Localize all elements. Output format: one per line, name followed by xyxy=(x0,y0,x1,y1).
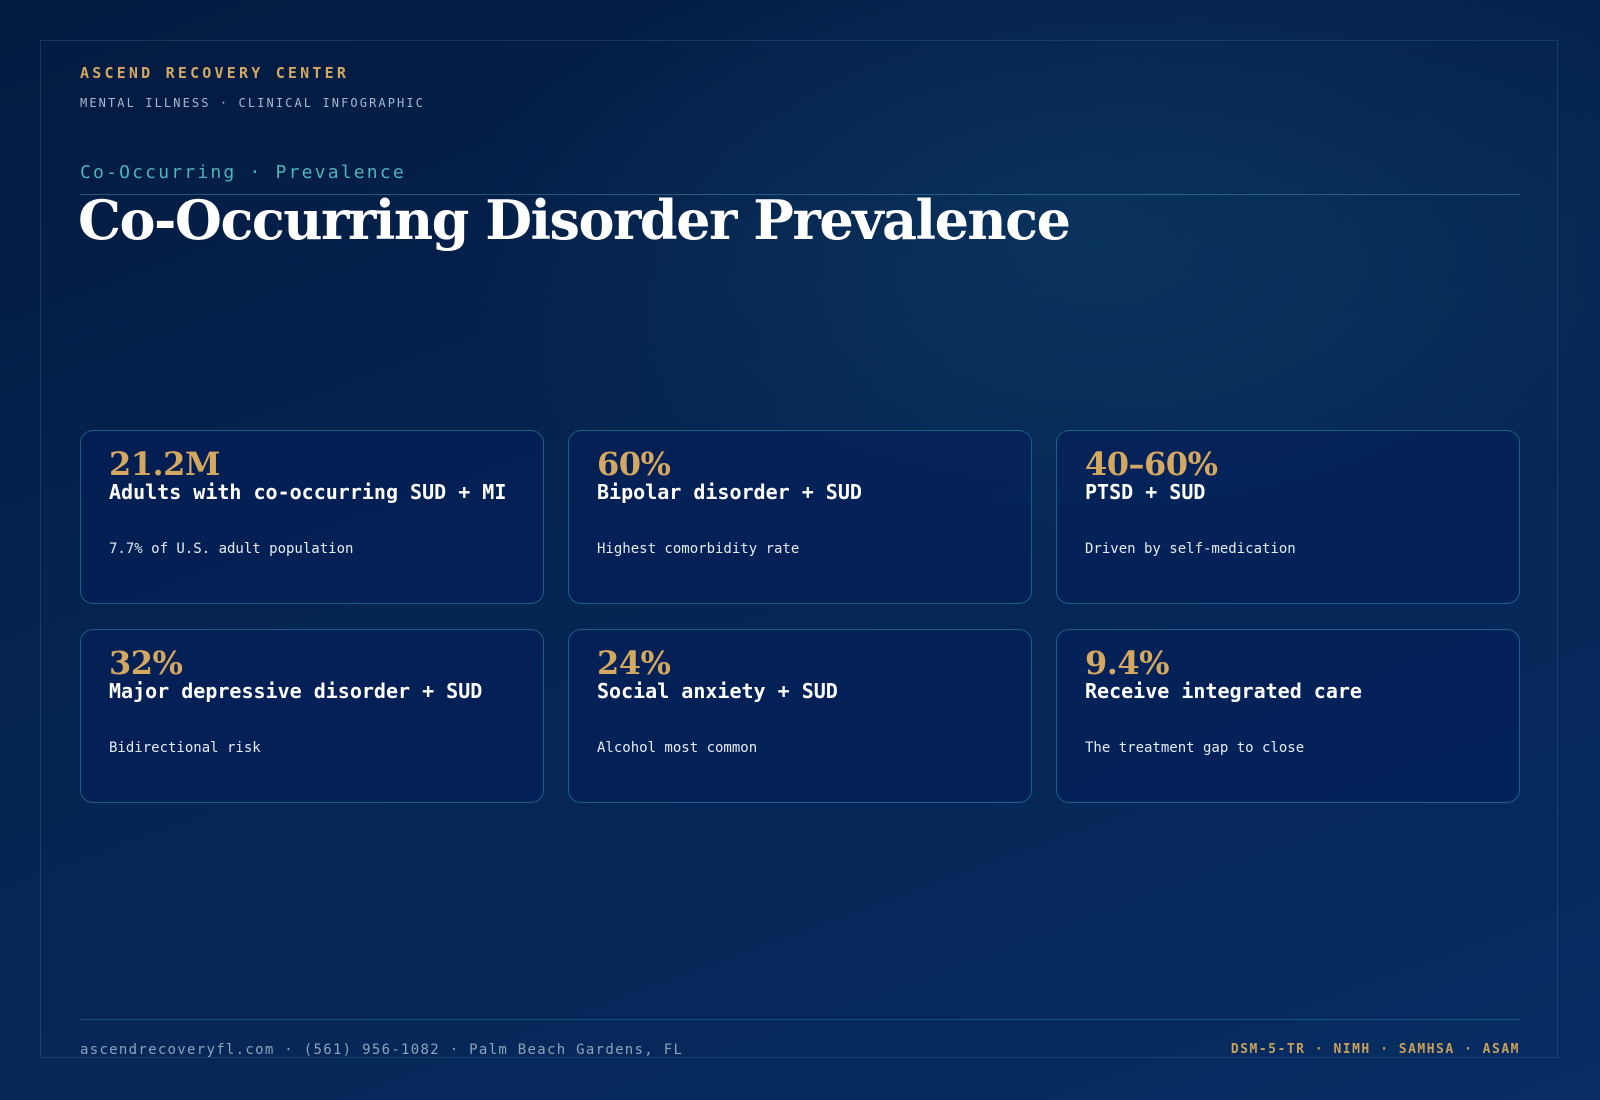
page-title: Co-Occurring Disorder Prevalence xyxy=(78,188,1071,252)
stat-card: 24% Social anxiety + SUD Alcohol most co… xyxy=(568,629,1032,803)
stat-card: 40–60% PTSD + SUD Driven by self-medicat… xyxy=(1056,430,1520,604)
stat-value: 40–60% xyxy=(1085,445,1218,483)
footer-sources: DSM-5-TR · NIMH · SAMHSA · ASAM xyxy=(1230,1042,1520,1057)
stat-note: Highest comorbidity rate xyxy=(597,541,800,557)
title-divider xyxy=(80,194,1520,195)
stat-value: 32% xyxy=(109,644,183,682)
stat-label: Major depressive disorder + SUD xyxy=(109,679,483,703)
section-eyebrow: Co-Occurring · Prevalence xyxy=(80,162,406,183)
stat-note: Bidirectional risk xyxy=(109,740,261,756)
footer-contact: ascendrecoveryfl.com · (561) 956-1082 · … xyxy=(80,1042,684,1058)
stat-note: Alcohol most common xyxy=(597,740,758,756)
stat-note: Driven by self-medication xyxy=(1085,541,1296,557)
stat-value: 60% xyxy=(597,445,671,483)
stat-label: Bipolar disorder + SUD xyxy=(597,480,862,504)
stats-grid: 21.2M Adults with co-occurring SUD + MI … xyxy=(80,430,1520,803)
page-frame xyxy=(40,40,1558,1058)
stat-label: Social anxiety + SUD xyxy=(597,679,838,703)
brand-name: ASCEND RECOVERY CENTER xyxy=(80,64,350,82)
stat-label: Receive integrated care xyxy=(1085,679,1362,703)
stat-card: 60% Bipolar disorder + SUD Highest comor… xyxy=(568,430,1032,604)
stat-value: 9.4% xyxy=(1085,644,1170,682)
stat-card: 9.4% Receive integrated care The treatme… xyxy=(1056,629,1520,803)
stat-label: PTSD + SUD xyxy=(1085,480,1206,504)
stat-card: 21.2M Adults with co-occurring SUD + MI … xyxy=(80,430,544,604)
stat-note: 7.7% of U.S. adult population xyxy=(109,541,354,557)
brand-subtitle: MENTAL ILLNESS · CLINICAL INFOGRAPHIC xyxy=(80,96,426,110)
stat-value: 21.2M xyxy=(109,445,220,483)
stat-value: 24% xyxy=(597,644,671,682)
stat-note: The treatment gap to close xyxy=(1085,740,1305,756)
stat-card: 32% Major depressive disorder + SUD Bidi… xyxy=(80,629,544,803)
footer-divider xyxy=(80,1019,1520,1020)
stat-label: Adults with co-occurring SUD + MI xyxy=(109,480,507,504)
